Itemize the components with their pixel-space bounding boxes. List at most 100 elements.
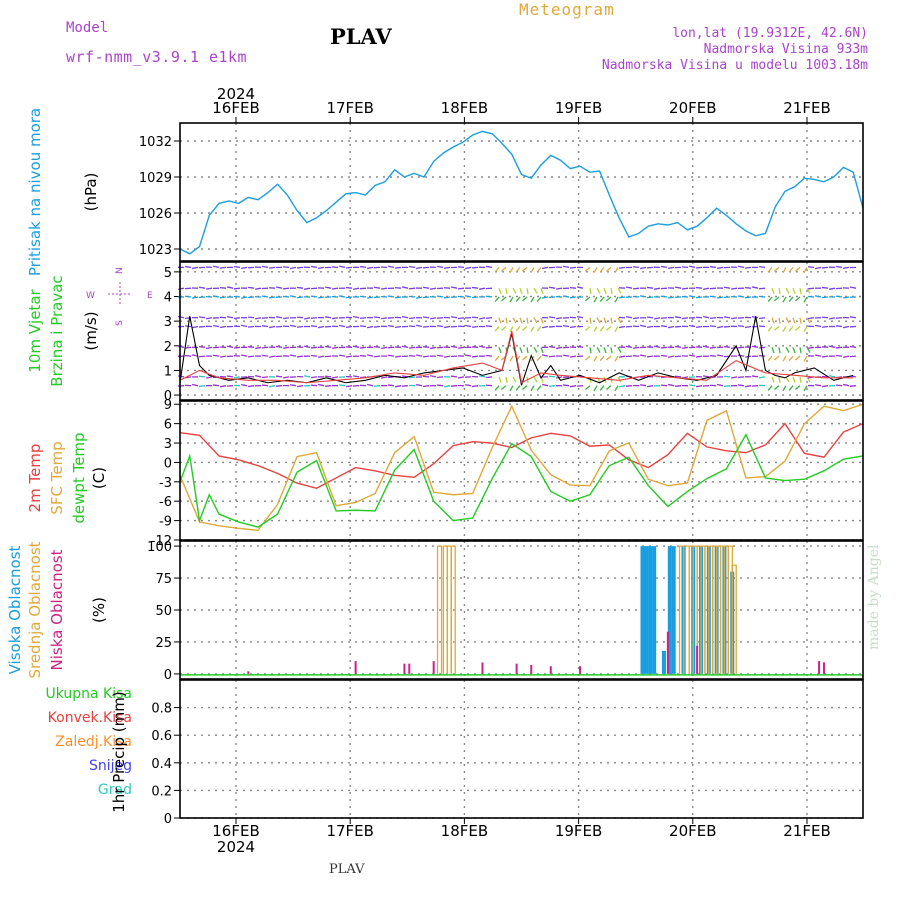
wind-arrow bbox=[338, 265, 346, 269]
wind-arrow bbox=[562, 376, 570, 379]
wind-arrow bbox=[443, 385, 451, 388]
wind-arrow bbox=[605, 355, 612, 361]
temp-ylabel-unit: (C) bbox=[90, 467, 108, 489]
wind-arrow bbox=[778, 317, 781, 324]
wind-arrow bbox=[345, 266, 353, 269]
wind-arrow bbox=[593, 385, 598, 392]
wind-arrow bbox=[794, 385, 801, 391]
wind-arrow bbox=[702, 375, 710, 378]
wind-arrow bbox=[782, 385, 787, 392]
wind-arrow bbox=[723, 345, 731, 348]
wind-arrow bbox=[254, 346, 262, 350]
precip-ylabel: 1hr Precip (mm) bbox=[110, 691, 128, 812]
wind-arrow bbox=[778, 288, 781, 295]
wind-arrow bbox=[639, 295, 647, 298]
wind-arrow bbox=[296, 266, 304, 269]
wind-arrow bbox=[359, 265, 367, 269]
wind-arrow bbox=[254, 317, 262, 320]
wind-arrow bbox=[184, 346, 192, 349]
wind-arrow bbox=[653, 317, 661, 320]
wind-arrow bbox=[212, 354, 220, 357]
wind-arrow bbox=[778, 347, 781, 354]
wind-arrow bbox=[324, 375, 332, 378]
wind-arrow bbox=[359, 354, 367, 357]
wind-arrow bbox=[548, 385, 556, 388]
wind-arrow bbox=[794, 296, 801, 302]
wind-arrow bbox=[331, 317, 339, 320]
wind-arrow bbox=[261, 376, 269, 379]
wind-arrow bbox=[751, 286, 759, 289]
wind-arrow bbox=[785, 376, 790, 383]
wind-arrow bbox=[536, 385, 542, 391]
wind-arrow bbox=[737, 384, 745, 387]
wind-arrow bbox=[457, 376, 465, 379]
y-tick-label: 4 bbox=[164, 291, 172, 306]
panel-frame bbox=[179, 540, 864, 680]
wind-arrow bbox=[589, 347, 592, 354]
wind-arrow bbox=[226, 315, 234, 319]
wind-arrow bbox=[617, 317, 622, 324]
wind-arrow bbox=[660, 346, 668, 349]
wind-arrow bbox=[660, 295, 668, 298]
wind-arrow bbox=[660, 354, 668, 357]
wind-arrow bbox=[373, 286, 381, 289]
wind-arrow bbox=[352, 345, 360, 348]
wind-arrow bbox=[660, 317, 668, 319]
wind-arrow bbox=[289, 324, 297, 328]
wind-arrow bbox=[536, 355, 542, 362]
wind-arrow bbox=[471, 296, 479, 299]
wind-arrow bbox=[478, 287, 486, 290]
wind-arrow bbox=[394, 325, 402, 329]
wind-arrow bbox=[422, 325, 430, 328]
wind-arrow bbox=[191, 354, 199, 357]
wind-arrow bbox=[485, 317, 493, 319]
wind-arrow bbox=[758, 317, 766, 320]
wind-arrow bbox=[464, 266, 472, 270]
wind-arrow bbox=[289, 384, 297, 387]
wind-arrow bbox=[505, 317, 508, 324]
wind-arrow bbox=[584, 296, 591, 302]
wind-arrow bbox=[331, 376, 339, 379]
wind-arrow bbox=[408, 346, 416, 349]
wind-arrow bbox=[500, 266, 507, 272]
wind-arrow bbox=[317, 355, 325, 358]
wind-arrow bbox=[352, 375, 360, 378]
wind-arrow bbox=[618, 266, 626, 269]
wind-arrow bbox=[512, 287, 517, 294]
wind-arrow bbox=[485, 295, 493, 298]
wind-arrow bbox=[387, 265, 395, 269]
y-tick-label: 0 bbox=[164, 812, 172, 827]
model-label: Model bbox=[66, 20, 109, 36]
wind-arrow bbox=[767, 355, 773, 362]
wind-arrow bbox=[457, 287, 465, 290]
mid-cloud-bar bbox=[450, 545, 456, 674]
wind-arrow bbox=[807, 295, 815, 298]
wind-arrow bbox=[584, 266, 591, 272]
wind-arrow bbox=[803, 355, 808, 362]
wind-arrow bbox=[555, 317, 563, 320]
wind-arrow bbox=[614, 385, 619, 392]
wind-arrow bbox=[457, 295, 465, 298]
wind-arrow bbox=[219, 355, 227, 358]
wind-arrow bbox=[212, 265, 220, 269]
wind-arrow bbox=[373, 316, 381, 319]
y-tick-label: 0 bbox=[164, 668, 172, 683]
wind-arrow bbox=[494, 385, 500, 391]
wind-arrow bbox=[205, 287, 213, 290]
wind-arrow bbox=[782, 267, 787, 273]
wind-arrow bbox=[498, 287, 502, 295]
wind-arrow bbox=[792, 347, 796, 354]
wind-arrow bbox=[723, 375, 731, 378]
wind-arrow bbox=[509, 296, 514, 303]
precip-legend-item: Zaledj.Kisa bbox=[55, 734, 132, 750]
y-tick-label: 0.6 bbox=[151, 729, 172, 744]
wind-arrow bbox=[198, 286, 206, 289]
wind-arrow bbox=[709, 346, 717, 349]
wind-arrow bbox=[387, 384, 395, 387]
wind-arrow bbox=[695, 385, 703, 388]
wind-arrow bbox=[247, 286, 255, 289]
wind-arrow bbox=[436, 384, 444, 387]
wind-arrow bbox=[744, 266, 752, 269]
wind-arrow bbox=[653, 345, 661, 348]
wind-arrow bbox=[505, 288, 508, 295]
